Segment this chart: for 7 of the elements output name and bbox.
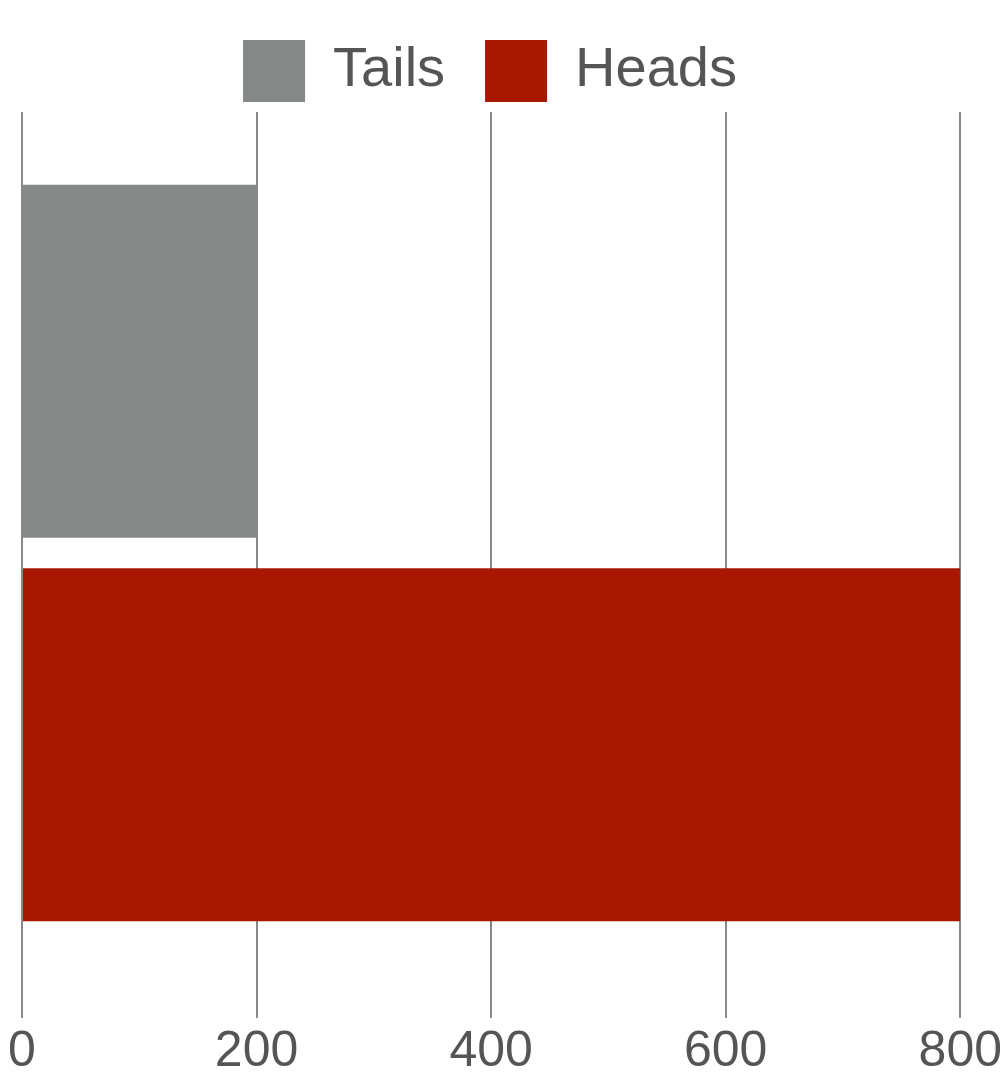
x-tick-label: 200 bbox=[214, 1020, 299, 1077]
x-tick-label: 800 bbox=[918, 1020, 1003, 1077]
legend-label: Tails bbox=[333, 35, 446, 99]
legend-label: Heads bbox=[575, 35, 737, 99]
x-tick-label: 0 bbox=[8, 1020, 36, 1077]
x-tick-label: 400 bbox=[449, 1020, 533, 1077]
x-tick-label: 600 bbox=[684, 1020, 768, 1077]
